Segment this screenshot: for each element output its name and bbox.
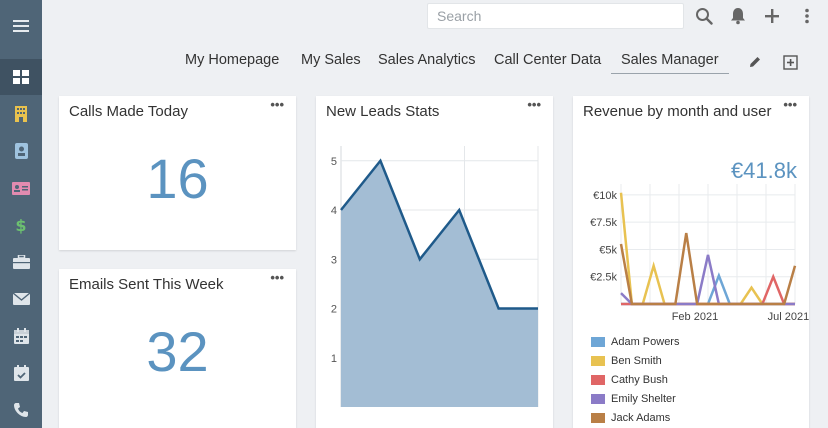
y-tick-label: €5k bbox=[599, 244, 617, 256]
sidebar: $ bbox=[0, 0, 42, 428]
legend-label: Adam Powers bbox=[611, 336, 680, 348]
series-line bbox=[619, 232, 797, 306]
dashboard-icon[interactable] bbox=[0, 59, 42, 95]
revenue-total: €41.8k bbox=[730, 158, 797, 183]
card-title: Emails Sent This Week bbox=[69, 276, 224, 293]
tab-my-sales[interactable]: My Sales bbox=[301, 52, 361, 68]
legend-item[interactable]: Jack Adams bbox=[591, 412, 670, 424]
leads-area bbox=[341, 160, 538, 407]
id-card-icon[interactable] bbox=[0, 170, 42, 206]
legend-item[interactable]: Ben Smith bbox=[591, 355, 662, 367]
leads-area-chart: 1 2 3 4 5 bbox=[331, 146, 539, 407]
dollar-icon[interactable]: $ bbox=[0, 207, 42, 243]
y-tick-label: 5 bbox=[331, 156, 337, 168]
y-tick-label: €2.5k bbox=[590, 272, 617, 284]
dashboard-tabs: My Homepage My Sales Sales Analytics Cal… bbox=[0, 52, 828, 76]
tab-sales-manager[interactable]: Sales Manager bbox=[611, 52, 729, 74]
revenue-line-chart: €2.5k €5k €7.5k €10k Feb 2021 Jul 2021 bbox=[590, 184, 809, 323]
revenue-card: Revenue by month and user ••• €41.8k €2.… bbox=[573, 96, 809, 428]
legend-item[interactable]: Adam Powers bbox=[591, 336, 679, 348]
y-tick-label: 2 bbox=[331, 304, 337, 316]
calls-made-today-card: Calls Made Today ••• 16 bbox=[59, 96, 296, 250]
y-tick-label: €10k bbox=[593, 190, 617, 202]
menu-icon[interactable] bbox=[0, 8, 42, 44]
y-tick-label: 1 bbox=[331, 353, 337, 365]
search-icon[interactable] bbox=[692, 4, 716, 28]
legend-item[interactable]: Cathy Bush bbox=[591, 374, 668, 386]
more-vertical-icon[interactable] bbox=[795, 4, 819, 28]
add-dashlet-icon[interactable] bbox=[780, 52, 800, 72]
y-tick-label: 4 bbox=[331, 205, 337, 217]
calendar-check-icon[interactable] bbox=[0, 355, 42, 391]
x-tick-label: Feb 2021 bbox=[672, 311, 718, 323]
legend-item[interactable]: Emily Shelter bbox=[591, 393, 676, 405]
legend-swatch bbox=[591, 375, 605, 385]
legend-label: Jack Adams bbox=[611, 412, 671, 424]
tab-my-homepage[interactable]: My Homepage bbox=[185, 52, 280, 68]
legend-label: Ben Smith bbox=[611, 355, 662, 367]
y-tick-label: €7.5k bbox=[590, 217, 617, 229]
bell-icon[interactable] bbox=[726, 4, 750, 28]
card-options-icon[interactable]: ••• bbox=[270, 270, 284, 285]
legend-swatch bbox=[591, 413, 605, 423]
legend-label: Cathy Bush bbox=[611, 374, 668, 386]
legend-swatch bbox=[591, 394, 605, 404]
new-leads-stats-card: New Leads Stats ••• 1 2 3 4 5 bbox=[316, 96, 553, 428]
card-title: Calls Made Today bbox=[69, 103, 188, 120]
add-icon[interactable] bbox=[760, 4, 784, 28]
emails-count: 32 bbox=[146, 320, 209, 383]
mail-icon[interactable] bbox=[0, 281, 42, 317]
card-title: Revenue by month and user bbox=[583, 103, 772, 120]
card-title: New Leads Stats bbox=[326, 103, 440, 120]
y-tick-label: 3 bbox=[331, 254, 337, 266]
leads-line bbox=[340, 158, 538, 310]
card-options-icon[interactable]: ••• bbox=[783, 97, 797, 112]
x-tick-label: Jul 2021 bbox=[768, 311, 809, 323]
legend-swatch bbox=[591, 356, 605, 366]
svg-text:$: $ bbox=[15, 216, 26, 234]
briefcase-icon[interactable] bbox=[0, 244, 42, 280]
legend-label: Emily Shelter bbox=[611, 393, 676, 405]
phone-icon[interactable] bbox=[0, 392, 42, 428]
contact-card-icon[interactable] bbox=[0, 133, 42, 169]
tab-call-center-data[interactable]: Call Center Data bbox=[494, 52, 602, 68]
emails-sent-card: Emails Sent This Week ••• 32 bbox=[59, 269, 296, 428]
search-input[interactable] bbox=[427, 3, 684, 29]
tab-sales-analytics[interactable]: Sales Analytics bbox=[378, 52, 476, 68]
card-options-icon[interactable]: ••• bbox=[527, 97, 541, 112]
building-icon[interactable] bbox=[0, 96, 42, 132]
calendar-icon[interactable] bbox=[0, 318, 42, 354]
edit-icon[interactable] bbox=[745, 52, 765, 72]
calls-count: 16 bbox=[146, 147, 209, 210]
legend-swatch bbox=[591, 337, 605, 347]
card-options-icon[interactable]: ••• bbox=[270, 97, 284, 112]
